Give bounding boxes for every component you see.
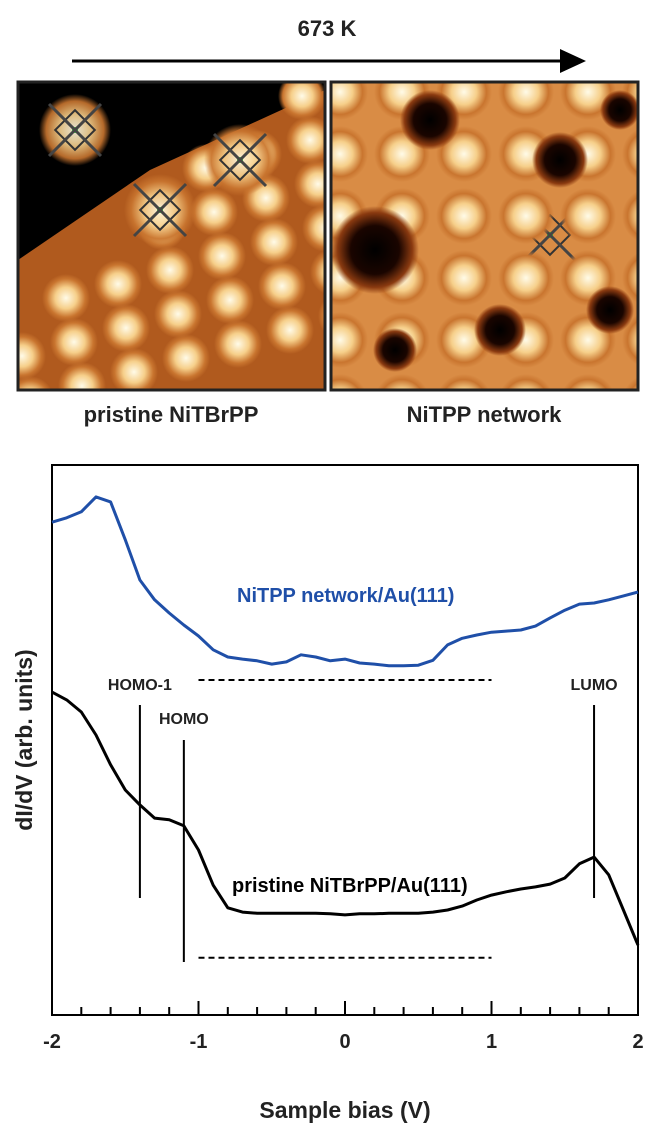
stm-blob bbox=[622, 128, 638, 180]
x-tick-label: 1 bbox=[486, 1031, 497, 1053]
stm-blob bbox=[560, 188, 616, 244]
molecule-arm bbox=[238, 158, 268, 188]
stm-hole bbox=[532, 132, 588, 188]
annotation-label: HOMO bbox=[159, 711, 209, 728]
stm-hole bbox=[373, 328, 417, 372]
stm-blob bbox=[436, 250, 492, 306]
stm-blob bbox=[162, 334, 210, 382]
stm-blob bbox=[110, 348, 158, 390]
molecule-arm bbox=[158, 208, 188, 238]
stm-blob bbox=[198, 232, 246, 280]
image-frame bbox=[329, 80, 640, 392]
molecule-arm bbox=[47, 128, 77, 158]
stm-hole bbox=[400, 90, 460, 150]
stm-image-right bbox=[331, 82, 638, 390]
stm-blob bbox=[278, 82, 325, 120]
x-tick-label: -2 bbox=[43, 1031, 61, 1053]
stm-image-left bbox=[18, 82, 325, 390]
annotation-label: LUMO bbox=[570, 677, 617, 694]
molecule-arm bbox=[212, 132, 242, 162]
stm-hole bbox=[331, 206, 419, 294]
molecule-arm bbox=[212, 158, 242, 188]
stm-blob bbox=[214, 320, 262, 368]
stm-blob bbox=[498, 82, 554, 120]
stm-blob bbox=[42, 274, 90, 322]
stm-blob bbox=[436, 188, 492, 244]
annotation-label: HOMO-1 bbox=[108, 677, 172, 694]
arrowhead bbox=[560, 49, 586, 73]
stm-blob bbox=[331, 82, 368, 120]
x-axis-label: Sample bias (V) bbox=[259, 1097, 430, 1123]
stm-blob bbox=[190, 188, 238, 236]
y-axis-label: dI/dV (arb. units) bbox=[11, 649, 37, 830]
series-line bbox=[51, 495, 639, 668]
stm-blob bbox=[258, 262, 306, 310]
stm-blob bbox=[318, 299, 325, 333]
stm-blob bbox=[498, 188, 554, 244]
stm-blob bbox=[58, 362, 106, 390]
stm-blob bbox=[294, 160, 325, 208]
stm-blob bbox=[18, 332, 46, 380]
stm-blob bbox=[302, 204, 325, 252]
stm-blob bbox=[310, 249, 325, 295]
molecule-arm bbox=[238, 132, 268, 162]
stm-blob bbox=[146, 246, 194, 294]
stm-blob bbox=[500, 374, 552, 390]
stm-blob bbox=[331, 126, 368, 182]
stm-blob bbox=[286, 116, 325, 164]
panel-caption: NiTPP network bbox=[407, 402, 563, 427]
stm-hole bbox=[474, 304, 526, 356]
molecule-arm bbox=[158, 182, 188, 212]
stm-blob bbox=[250, 218, 298, 266]
stm-hole bbox=[586, 286, 634, 334]
stm-blob bbox=[266, 306, 314, 354]
molecule-model bbox=[132, 182, 188, 238]
molecule-model bbox=[47, 102, 103, 158]
stm-blob bbox=[331, 312, 368, 368]
series-line bbox=[51, 690, 640, 946]
molecule-arm bbox=[73, 128, 103, 158]
molecule-arm bbox=[73, 102, 103, 132]
molecule-arm bbox=[132, 182, 162, 212]
stm-blob bbox=[438, 374, 490, 390]
stm-blob bbox=[376, 374, 428, 390]
stm-blob bbox=[624, 376, 638, 390]
process-label: 673 K bbox=[298, 16, 357, 41]
molecule-arm bbox=[47, 102, 77, 132]
stm-blob bbox=[50, 318, 98, 366]
stm-blob bbox=[498, 250, 554, 306]
molecule-model bbox=[212, 132, 268, 188]
image-frame bbox=[16, 80, 327, 392]
stm-blob bbox=[622, 190, 638, 242]
stm-blob bbox=[102, 304, 150, 352]
stm-blob bbox=[154, 290, 202, 338]
series-label: pristine NiTBrPP/Au(111) bbox=[232, 875, 468, 897]
stm-hole bbox=[600, 90, 638, 130]
x-tick-label: -1 bbox=[190, 1031, 208, 1053]
stm-blob bbox=[206, 276, 254, 324]
stm-blob bbox=[622, 252, 638, 304]
stm-blob bbox=[562, 374, 614, 390]
stm-blob bbox=[94, 260, 142, 308]
stm-blob bbox=[18, 376, 52, 390]
x-tick-label: 2 bbox=[632, 1031, 643, 1053]
stm-blob bbox=[331, 374, 366, 390]
molecule-arm bbox=[132, 208, 162, 238]
series-label: NiTPP network/Au(111) bbox=[237, 585, 454, 607]
panel-caption: pristine NiTBrPP bbox=[84, 402, 259, 427]
x-tick-label: 0 bbox=[339, 1031, 350, 1053]
